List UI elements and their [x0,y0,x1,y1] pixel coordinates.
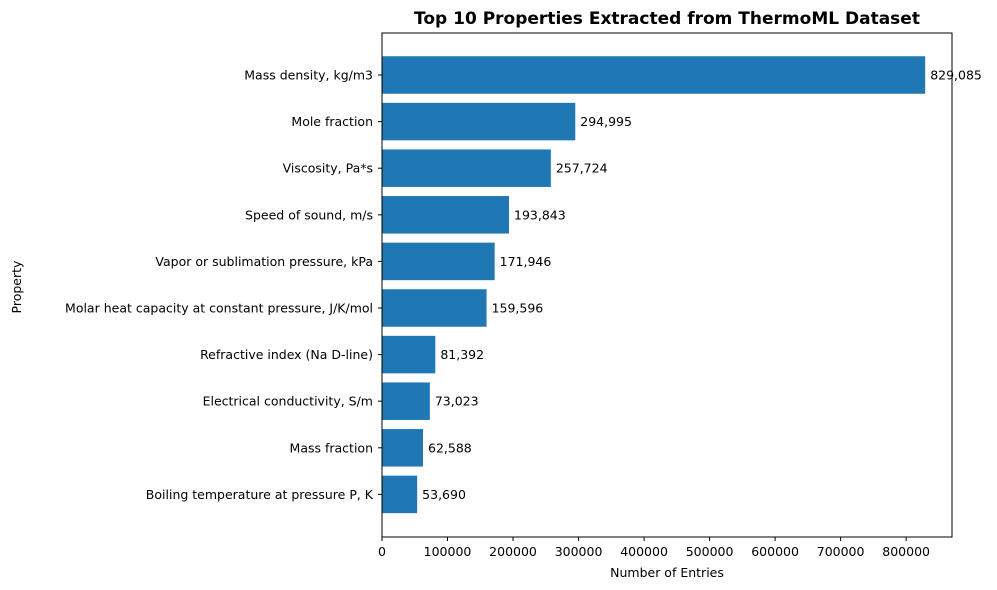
x-axis-label: Number of Entries [610,565,724,580]
x-tick-label: 400000 [620,544,668,559]
data-label: 62,588 [428,440,472,455]
bar [382,429,424,467]
y-tick-labels: Mass density, kg/m3 Mole fraction Viscosit… [65,68,382,502]
x-tick-label: 200000 [489,544,537,559]
y-tick-label: Mass fraction [290,440,373,455]
bar [382,196,510,234]
bar [382,475,418,514]
y-tick-label: Mass density, kg/m3 [244,68,373,83]
bar [382,242,495,281]
x-tick-label: 100000 [424,544,472,559]
bars-group [382,56,926,514]
bar [382,289,487,327]
x-tick-label: 300000 [555,544,603,559]
bar [382,56,926,94]
x-tick-label: 500000 [686,544,734,559]
x-tick-label: 800000 [882,544,930,559]
y-axis-label: Property [9,260,24,313]
y-tick-label: Vapor or sublimation pressure, kPa [155,254,373,269]
x-tick-label: 600000 [751,544,799,559]
data-label: 257,724 [556,161,608,176]
data-label: 53,690 [422,487,466,502]
data-label: 829,085 [930,68,982,83]
data-labels: 829,085 294,995 257,724 193,843 171,946 159,5… [422,68,982,502]
data-label: 73,023 [435,394,479,409]
x-tick-label: 0 [378,544,386,559]
x-tick-label: 700000 [817,544,865,559]
data-label: 159,596 [492,301,544,316]
y-tick-label: Viscosity, Pa*s [283,161,373,176]
plot-frame [381,32,953,538]
bar [382,149,551,187]
data-label: 81,392 [440,347,484,362]
data-label: 171,946 [500,254,552,269]
y-tick-label: Mole fraction [291,114,373,129]
data-label: 193,843 [514,207,566,222]
y-tick-label: Refractive index (Na D-line) [200,347,373,362]
bar [382,335,436,374]
y-tick-label: Boiling temperature at pressure P, K [146,487,374,502]
y-tick-label: Speed of sound, m/s [245,207,373,222]
x-ticks: 0 100000 200000 300000 400000 500000 600000 700… [378,537,930,559]
bar [382,382,430,420]
bar [382,102,576,141]
chart-title: Top 10 Properties Extracted from ThermoM… [414,9,920,29]
y-tick-label: Electrical conductivity, S/m [203,394,373,409]
y-tick-label: Molar heat capacity at constant pressure… [65,301,373,316]
data-label: 294,995 [580,114,632,129]
